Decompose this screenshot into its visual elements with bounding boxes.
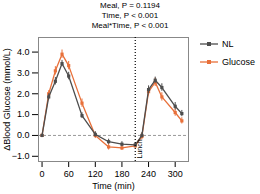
svg-text:Time (min): Time (min) (92, 181, 135, 191)
svg-text:120: 120 (88, 169, 103, 179)
svg-text:180: 180 (114, 169, 129, 179)
svg-text:2.0: 2.0 (17, 89, 30, 99)
svg-text:0.0: 0.0 (17, 130, 30, 140)
html-text:Glucose: Glucose (222, 57, 255, 67)
svg-text:0: 0 (40, 169, 45, 179)
svg-text:240: 240 (141, 169, 156, 179)
svg-text:ΔBlood Glucose (mmol/L): ΔBlood Glucose (mmol/L) (2, 48, 12, 151)
svg-text:1.0: 1.0 (17, 109, 30, 119)
svg-text:−1.0: −1.0 (12, 151, 30, 161)
svg-text:3.0: 3.0 (17, 68, 30, 78)
svg-text:4.0: 4.0 (17, 47, 30, 57)
svg-text:300: 300 (168, 169, 183, 179)
html-text:NL: NL (222, 39, 234, 49)
html-text:Meal, P = 0.1194 Time, P < 0.0: Meal, P = 0.1194 Time, P < 0.001 Meal*Ti… (91, 1, 169, 30)
svg-text:Lunch: Lunch (136, 139, 143, 158)
svg-text:60: 60 (64, 169, 74, 179)
